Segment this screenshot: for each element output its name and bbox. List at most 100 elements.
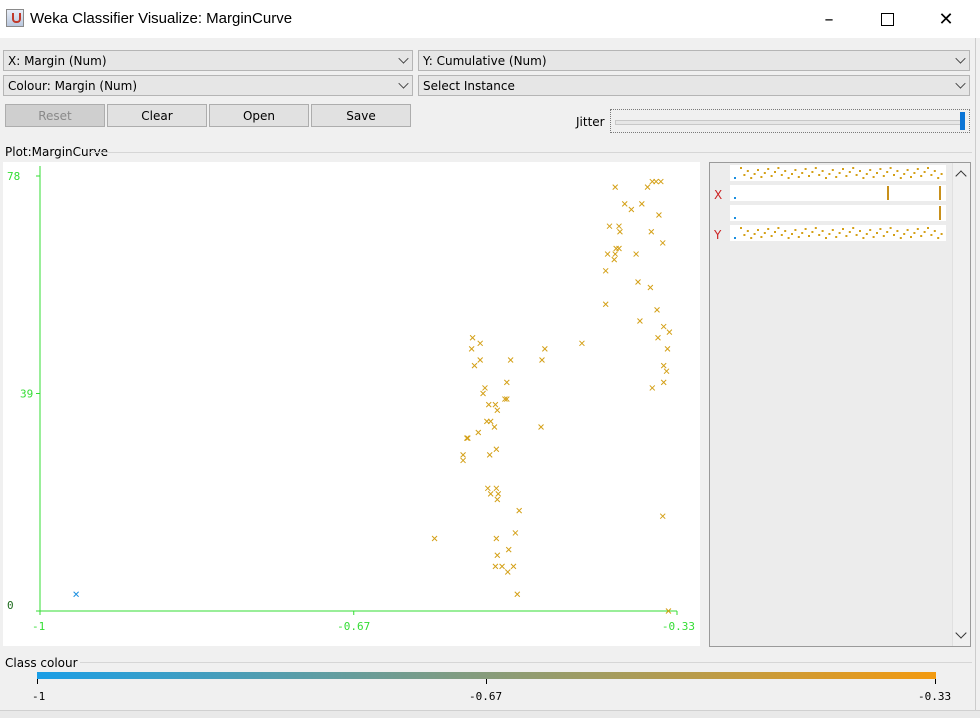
scroll-up-icon[interactable]	[955, 170, 967, 182]
data-point[interactable]	[485, 401, 492, 408]
select-instance-select[interactable]: Select Instance	[418, 75, 970, 96]
scatter-plot-area[interactable]: -1 -0.67 -0.33 78 39 0	[3, 162, 700, 646]
data-point[interactable]	[660, 323, 667, 330]
data-point[interactable]	[617, 228, 623, 235]
data-point[interactable]	[469, 334, 476, 341]
data-point[interactable]	[464, 435, 470, 441]
attribute-strip-3[interactable]	[730, 205, 946, 221]
attribute-strip-2[interactable]	[730, 185, 946, 201]
data-point[interactable]	[653, 178, 659, 185]
data-point[interactable]	[484, 485, 491, 492]
data-point[interactable]	[487, 491, 494, 497]
data-point[interactable]	[538, 424, 544, 430]
data-point[interactable]	[579, 340, 585, 347]
data-point[interactable]	[644, 184, 651, 191]
data-point[interactable]	[486, 451, 493, 458]
attribute-strip-4[interactable]	[730, 225, 946, 241]
data-point[interactable]	[494, 552, 501, 559]
data-point[interactable]	[648, 228, 655, 235]
data-point[interactable]	[477, 357, 484, 363]
y-axis-select[interactable]: Y: Cumulative (Num)	[418, 50, 970, 71]
data-point[interactable]	[539, 357, 545, 363]
data-point[interactable]	[494, 496, 501, 503]
scatter-plot-svg[interactable]: -1 -0.67 -0.33 78 39 0	[3, 162, 700, 646]
close-button[interactable]: ✕	[923, 0, 969, 38]
data-point[interactable]	[604, 251, 611, 257]
data-point[interactable]	[663, 368, 670, 375]
data-point[interactable]	[606, 223, 613, 230]
data-point[interactable]	[611, 256, 618, 263]
data-point[interactable]	[621, 201, 628, 207]
data-point[interactable]	[635, 279, 641, 285]
data-point[interactable]	[512, 530, 519, 536]
data-point[interactable]	[505, 546, 512, 553]
data-point[interactable]	[73, 591, 79, 598]
scroll-down-icon[interactable]	[955, 627, 967, 639]
data-point[interactable]	[468, 346, 475, 352]
jitter-slider-thumb[interactable]	[960, 112, 965, 130]
data-point[interactable]	[602, 301, 609, 308]
data-point[interactable]	[494, 407, 501, 414]
data-point[interactable]	[655, 334, 661, 341]
data-point[interactable]	[657, 178, 664, 185]
attribute-strip-1[interactable]	[730, 165, 946, 181]
data-point[interactable]	[516, 507, 523, 514]
data-point[interactable]	[493, 485, 500, 492]
data-point[interactable]	[475, 429, 482, 436]
data-point[interactable]	[659, 240, 666, 246]
data-point[interactable]	[460, 451, 466, 458]
data-point[interactable]	[507, 357, 514, 363]
data-point[interactable]	[464, 435, 471, 441]
data-point[interactable]	[495, 491, 502, 497]
data-point[interactable]	[628, 206, 635, 213]
data-point[interactable]	[616, 245, 622, 252]
data-point[interactable]	[660, 379, 667, 386]
data-point[interactable]	[541, 346, 548, 352]
data-point[interactable]	[665, 608, 672, 614]
data-point[interactable]	[487, 418, 494, 425]
data-point[interactable]	[666, 329, 673, 336]
save-button[interactable]: Save	[311, 104, 411, 127]
data-point[interactable]	[503, 379, 510, 386]
data-point[interactable]	[612, 251, 619, 257]
data-point[interactable]	[502, 396, 508, 402]
data-point[interactable]	[504, 569, 511, 575]
data-point[interactable]	[460, 457, 466, 464]
vertical-scrollbar[interactable]	[952, 163, 970, 646]
data-point[interactable]	[616, 223, 622, 230]
clear-button[interactable]: Clear	[107, 104, 207, 127]
x-axis-select[interactable]: X: Margin (Num)	[3, 50, 413, 71]
data-point[interactable]	[499, 563, 505, 570]
data-point[interactable]	[656, 212, 662, 218]
data-point[interactable]	[659, 513, 666, 520]
maximize-button[interactable]	[864, 0, 910, 38]
data-point[interactable]	[431, 535, 438, 542]
data-point[interactable]	[638, 201, 645, 207]
minimize-button[interactable]: –	[806, 0, 852, 38]
data-point[interactable]	[471, 362, 478, 369]
open-button[interactable]: Open	[209, 104, 309, 127]
data-point[interactable]	[492, 401, 499, 408]
data-point[interactable]	[660, 362, 667, 369]
data-point[interactable]	[493, 446, 500, 453]
data-point[interactable]	[612, 184, 619, 191]
data-point[interactable]	[664, 346, 671, 352]
data-point[interactable]	[480, 390, 486, 397]
data-point[interactable]	[503, 396, 510, 402]
data-point[interactable]	[492, 563, 499, 570]
data-point[interactable]	[514, 591, 521, 598]
colour-select[interactable]: Colour: Margin (Num)	[3, 75, 413, 96]
data-point[interactable]	[477, 340, 484, 347]
data-point[interactable]	[637, 318, 643, 324]
data-point[interactable]	[602, 267, 609, 274]
data-point[interactable]	[633, 251, 639, 257]
data-point[interactable]	[654, 306, 660, 313]
data-point[interactable]	[649, 385, 656, 391]
jitter-slider[interactable]	[610, 109, 970, 133]
data-point[interactable]	[493, 535, 500, 542]
data-point[interactable]	[482, 385, 488, 391]
data-point[interactable]	[647, 284, 654, 291]
data-point[interactable]	[491, 424, 498, 430]
data-point[interactable]	[510, 563, 517, 570]
reset-button[interactable]: Reset	[5, 104, 105, 127]
